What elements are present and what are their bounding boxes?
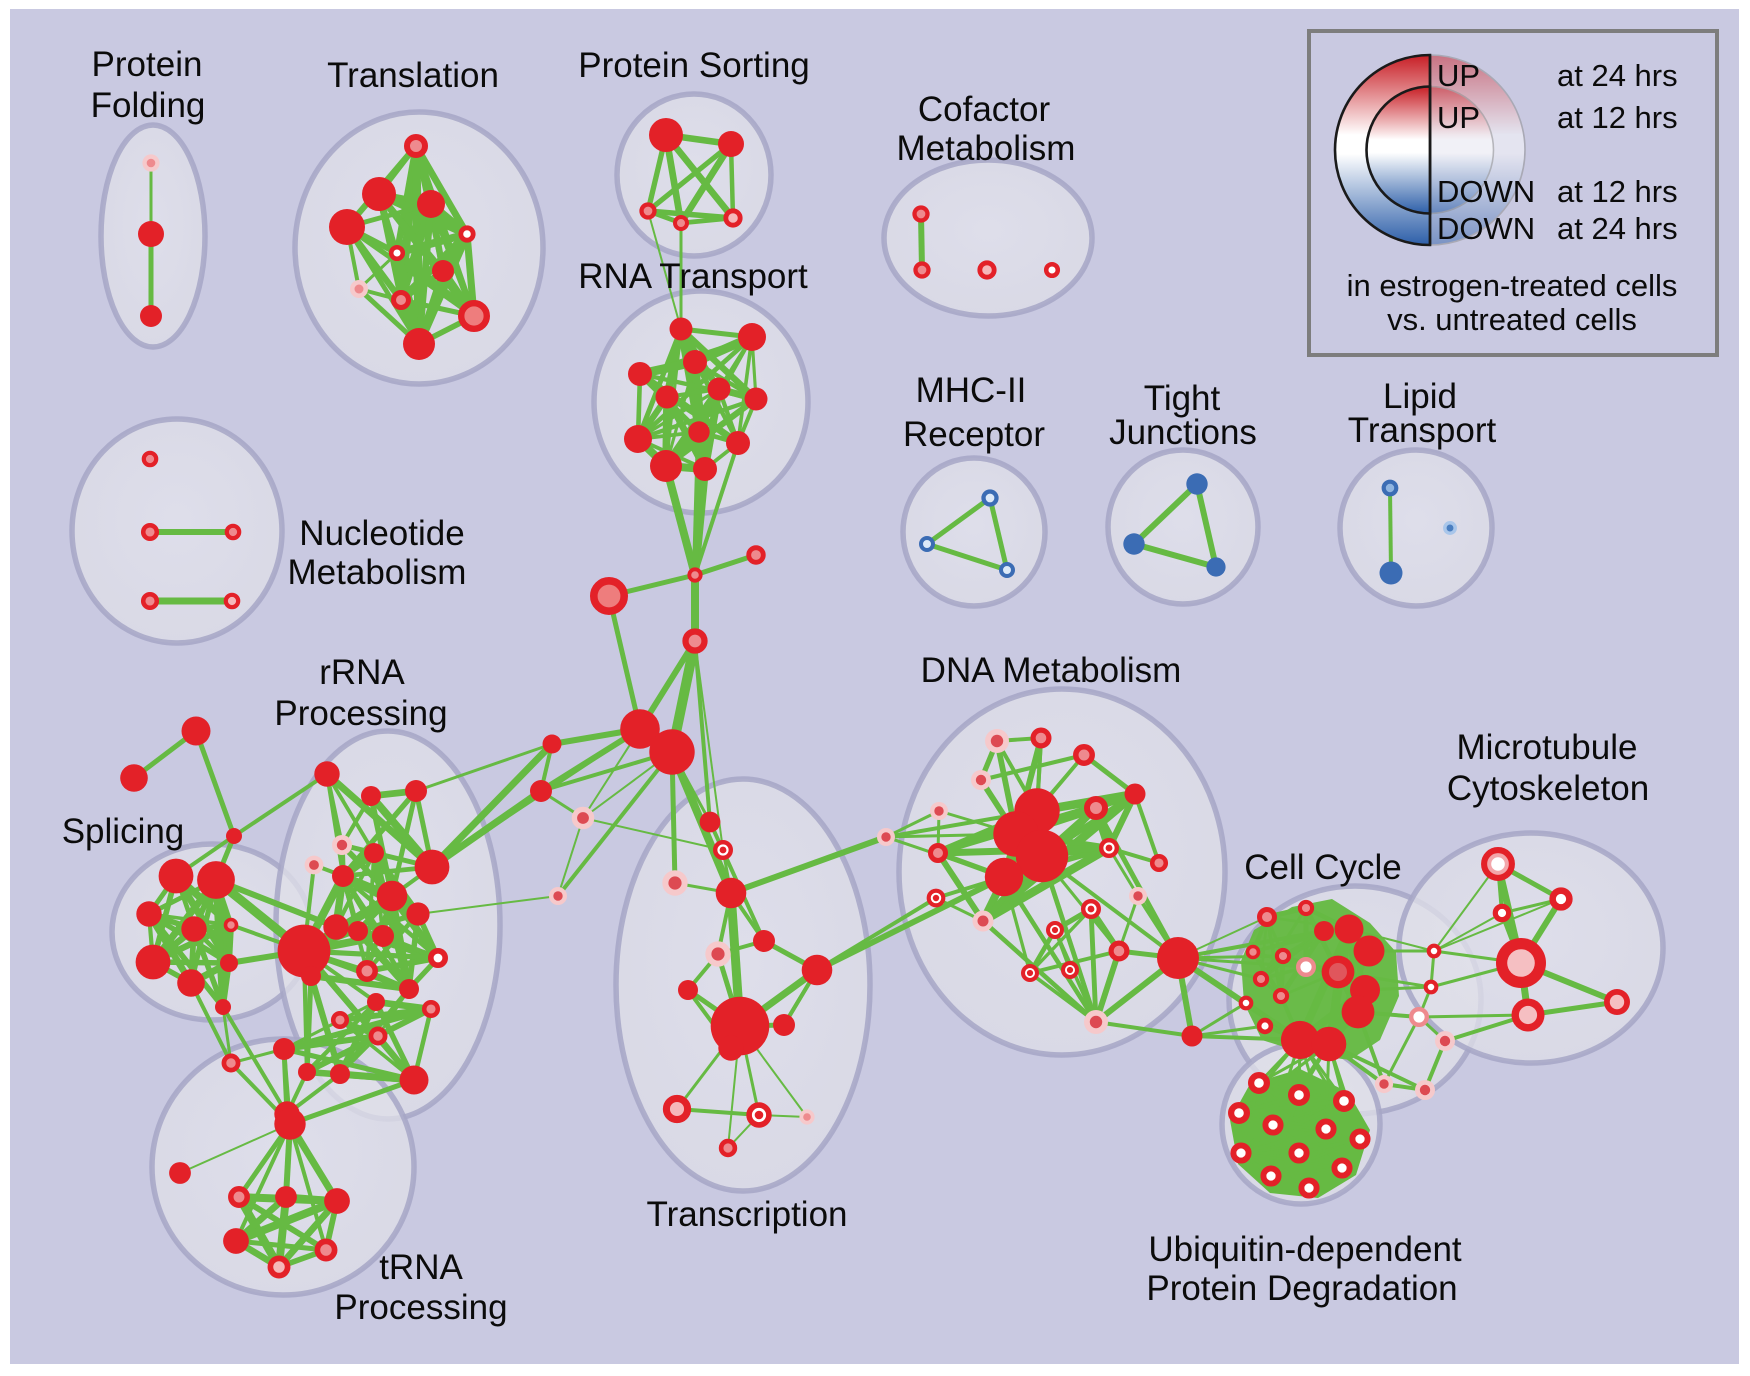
svg-text:Lipid: Lipid xyxy=(1383,377,1457,416)
svg-text:Metabolism: Metabolism xyxy=(897,129,1076,168)
svg-text:Nucleotide: Nucleotide xyxy=(299,514,464,553)
svg-text:tRNA: tRNA xyxy=(379,1248,463,1287)
svg-text:Translation: Translation xyxy=(327,56,499,95)
svg-text:Protein Degradation: Protein Degradation xyxy=(1146,1269,1457,1308)
svg-text:Protein: Protein xyxy=(92,45,203,84)
svg-text:Metabolism: Metabolism xyxy=(288,553,467,592)
svg-text:rRNA: rRNA xyxy=(319,653,405,692)
svg-text:vs. untreated cells: vs. untreated cells xyxy=(1387,302,1637,337)
svg-text:Transcription: Transcription xyxy=(647,1195,848,1234)
svg-text:at 24 hrs: at 24 hrs xyxy=(1557,58,1678,93)
svg-text:Splicing: Splicing xyxy=(62,812,185,851)
svg-text:UP: UP xyxy=(1437,58,1480,93)
svg-text:MHC-II: MHC-II xyxy=(916,371,1027,410)
svg-text:Processing: Processing xyxy=(274,694,447,733)
svg-text:DNA Metabolism: DNA Metabolism xyxy=(921,651,1182,690)
svg-text:at 12 hrs: at 12 hrs xyxy=(1557,174,1678,209)
svg-text:Microtubule: Microtubule xyxy=(1457,728,1638,767)
svg-text:Junctions: Junctions xyxy=(1109,413,1257,452)
svg-text:Cell Cycle: Cell Cycle xyxy=(1244,848,1402,887)
svg-text:DOWN: DOWN xyxy=(1437,211,1535,246)
svg-text:Tight: Tight xyxy=(1144,379,1221,418)
svg-text:Processing: Processing xyxy=(334,1288,507,1327)
svg-text:Ubiquitin-dependent: Ubiquitin-dependent xyxy=(1148,1230,1462,1269)
svg-text:Transport: Transport xyxy=(1348,411,1497,450)
svg-text:UP: UP xyxy=(1437,100,1480,135)
svg-text:Cofactor: Cofactor xyxy=(918,90,1051,129)
svg-text:Folding: Folding xyxy=(91,86,206,125)
svg-text:in estrogen-treated cells: in estrogen-treated cells xyxy=(1347,268,1678,303)
svg-text:Receptor: Receptor xyxy=(903,415,1045,454)
svg-text:Protein Sorting: Protein Sorting xyxy=(578,46,810,85)
svg-text:Cytoskeleton: Cytoskeleton xyxy=(1447,769,1649,808)
svg-text:at 24 hrs: at 24 hrs xyxy=(1557,211,1678,246)
svg-text:DOWN: DOWN xyxy=(1437,174,1535,209)
svg-text:at 12 hrs: at 12 hrs xyxy=(1557,100,1678,135)
svg-text:RNA Transport: RNA Transport xyxy=(578,257,808,296)
